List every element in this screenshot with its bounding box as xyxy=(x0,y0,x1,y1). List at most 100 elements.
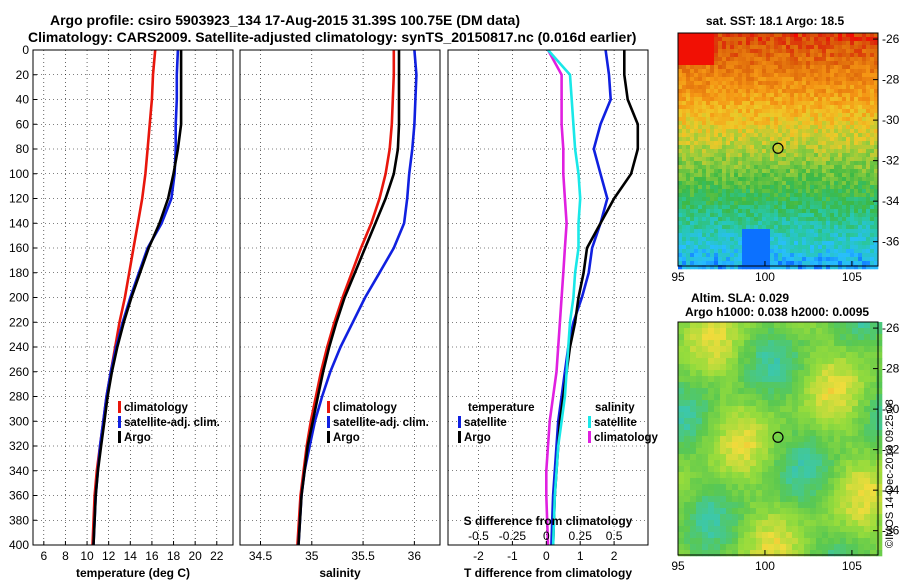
map-cell xyxy=(786,382,793,389)
map-cell xyxy=(822,37,827,42)
map-cell xyxy=(710,261,715,266)
map-cell xyxy=(862,261,867,266)
map-cell xyxy=(786,121,791,126)
map-cell xyxy=(714,81,719,86)
map-cell xyxy=(706,181,711,186)
map-cell xyxy=(742,173,747,178)
map-cell xyxy=(684,502,691,509)
map-cell xyxy=(802,153,807,158)
map-cell xyxy=(702,249,707,254)
map-cell xyxy=(870,177,875,182)
map-cell xyxy=(830,169,835,174)
map-cell xyxy=(726,217,731,222)
map-cell xyxy=(770,33,775,38)
map-cell xyxy=(874,161,879,166)
plot-frame xyxy=(239,49,441,546)
map-cell xyxy=(782,145,787,150)
map-cell xyxy=(850,193,855,198)
map-cell xyxy=(734,81,739,86)
map-cell xyxy=(802,237,807,242)
map-cell xyxy=(678,550,685,557)
map-cell xyxy=(774,177,779,182)
map-cell xyxy=(814,161,819,166)
map-cell xyxy=(804,454,811,461)
map-cell xyxy=(774,544,781,551)
map-cell xyxy=(678,33,683,38)
map-cell xyxy=(678,544,685,551)
map-cell xyxy=(698,165,703,170)
map-cell xyxy=(876,334,883,341)
map-cell xyxy=(870,97,875,102)
map-cell xyxy=(874,121,879,126)
map-cell xyxy=(720,418,727,425)
map-cell xyxy=(830,77,835,82)
map-cell xyxy=(698,121,703,126)
map-cell xyxy=(770,81,775,86)
map-cell xyxy=(854,209,859,214)
map-cell xyxy=(790,213,795,218)
map-cell xyxy=(682,137,687,142)
map-cell xyxy=(826,109,831,114)
map-cell xyxy=(876,496,883,503)
map-cell xyxy=(758,57,763,62)
map-cell xyxy=(786,213,791,218)
map-cell xyxy=(778,137,783,142)
map-cell xyxy=(802,181,807,186)
map-cell xyxy=(746,177,751,182)
map-cell xyxy=(842,253,847,258)
map-cell xyxy=(690,101,695,106)
map-cell xyxy=(742,153,747,158)
map-cell xyxy=(762,406,769,413)
map-cell xyxy=(744,478,751,485)
map-cell xyxy=(702,197,707,202)
map-cell xyxy=(790,189,795,194)
map-cell xyxy=(730,169,735,174)
map-cell xyxy=(838,149,843,154)
map-cell xyxy=(840,484,847,491)
map-cell xyxy=(754,37,759,42)
map-cell xyxy=(838,193,843,198)
map-cell xyxy=(730,225,735,230)
map-cell xyxy=(866,109,871,114)
map-cell xyxy=(720,490,727,497)
map-cell xyxy=(782,241,787,246)
map-cell xyxy=(746,249,751,254)
map-cell xyxy=(750,213,755,218)
map-cell xyxy=(678,113,683,118)
map-cell xyxy=(726,33,731,38)
map-cell xyxy=(858,382,865,389)
map-cell xyxy=(696,508,703,515)
map-cell xyxy=(834,53,839,58)
map-cell xyxy=(774,57,779,62)
map-cell xyxy=(866,33,871,38)
map-cell xyxy=(710,45,715,50)
map-cell xyxy=(762,237,767,242)
map-cell xyxy=(690,249,695,254)
map-cell xyxy=(810,185,815,190)
map-cell xyxy=(758,41,763,46)
map-cell xyxy=(822,245,827,250)
map-cell xyxy=(798,257,803,262)
map-cell xyxy=(750,406,757,413)
map-cell xyxy=(686,117,691,122)
map-cell xyxy=(714,261,719,266)
map-cell xyxy=(826,121,831,126)
map-cell xyxy=(802,117,807,122)
map-cell xyxy=(870,454,877,461)
map-cell xyxy=(866,125,871,130)
map-frame xyxy=(677,321,879,556)
map-cell xyxy=(742,189,747,194)
map-cell xyxy=(762,358,769,365)
map-cell xyxy=(830,101,835,106)
map-cell xyxy=(850,209,855,214)
map-cell xyxy=(756,490,763,497)
map-cell xyxy=(858,550,865,557)
map-cell xyxy=(840,388,847,395)
map-cell xyxy=(870,129,875,134)
map-cell xyxy=(690,245,695,250)
map-cell xyxy=(858,245,863,250)
map-cell xyxy=(862,129,867,134)
series-line-argo xyxy=(92,50,183,546)
top-axis-tick-label: 0 xyxy=(543,529,550,543)
map-cell xyxy=(684,352,691,359)
